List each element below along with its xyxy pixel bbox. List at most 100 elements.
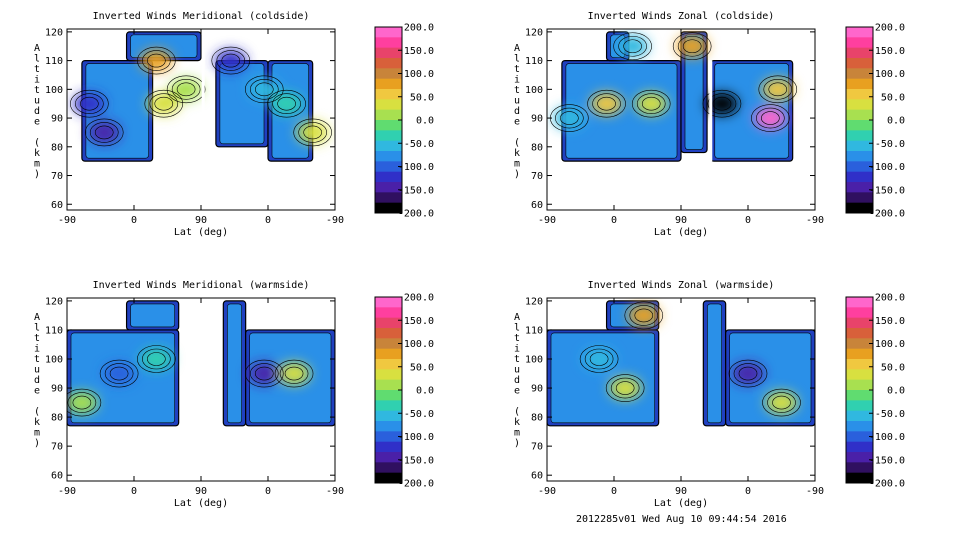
- x-tick-label: 90: [195, 486, 207, 497]
- colorbar-swatch: [846, 130, 873, 142]
- x-tick-label: 90: [195, 215, 207, 226]
- contour-line: [682, 39, 702, 54]
- colorbar-swatch: [375, 109, 402, 121]
- x-tick-label: 0: [265, 215, 271, 226]
- contour-line: [142, 348, 171, 370]
- contour-line: [772, 395, 791, 410]
- colorbar-swatch: [375, 400, 402, 412]
- contour-line: [298, 122, 327, 143]
- contour-cell: [754, 107, 787, 130]
- colorbar-swatch: [846, 27, 873, 38]
- y-tick-label: 70: [51, 442, 63, 453]
- chart-title: Inverted Winds Meridional (warmside): [93, 280, 310, 291]
- colorbar-swatch: [375, 58, 402, 69]
- x-tick-label: 0: [745, 486, 751, 497]
- colorbar-tick-label: 50.0: [881, 362, 905, 373]
- x-tick-label: 0: [131, 486, 137, 497]
- contour-line: [618, 35, 647, 57]
- colorbar-swatch: [846, 297, 873, 308]
- colorbar-swatch: [846, 89, 873, 100]
- colorbar-swatch: [375, 317, 402, 329]
- contour-cell: [635, 92, 668, 115]
- colorbar-tick-label: -100.0: [398, 162, 434, 173]
- y-tick-label: 110: [525, 325, 543, 336]
- contour-line: [274, 359, 314, 388]
- colorbar-swatch: [375, 78, 402, 90]
- y-tick-label: 100: [45, 85, 63, 96]
- contour-line: [149, 93, 179, 114]
- x-tick-label: -90: [58, 215, 76, 226]
- y-tick-label: 60: [51, 471, 63, 482]
- contour-cell: [705, 92, 738, 115]
- contour-line: [147, 53, 166, 68]
- footer-timestamp: 2012285v01 Wed Aug 10 09:44:54 2016: [576, 514, 787, 525]
- contour-line: [605, 374, 645, 402]
- y-tick-label: 80: [51, 142, 63, 153]
- contour-cells: [67, 348, 311, 414]
- contour-cell: [553, 107, 586, 130]
- y-tick-label: 120: [525, 27, 543, 38]
- y-tick-label: 70: [531, 442, 543, 453]
- plot-area: [550, 31, 798, 162]
- contour-line: [249, 363, 279, 384]
- colorbar-swatch: [375, 47, 402, 59]
- contour-line: [104, 363, 134, 384]
- colorbar-swatch: [375, 140, 402, 152]
- contour-line: [613, 32, 652, 61]
- colorbar-tick-label: 150.0: [404, 46, 434, 57]
- contour-cell: [590, 92, 623, 115]
- colorbar-tick-label: 0.0: [416, 386, 434, 397]
- contour-line: [72, 395, 92, 410]
- contour-line: [284, 366, 304, 381]
- contour-cell: [88, 121, 121, 144]
- contour-cell: [270, 92, 303, 115]
- contour-line: [166, 75, 206, 104]
- contour-line: [176, 82, 196, 97]
- contour-line: [624, 301, 664, 330]
- y-tick-label: 60: [51, 200, 63, 211]
- x-tick-label: 0: [265, 486, 271, 497]
- data-gap: [201, 31, 205, 147]
- x-tick-label: -90: [806, 215, 824, 226]
- x-tick-label: 0: [131, 215, 137, 226]
- contour-cell: [609, 377, 642, 400]
- contour-cell: [761, 78, 794, 101]
- y-tick-label: 110: [45, 325, 63, 336]
- data-region-inner: [130, 303, 175, 328]
- colorbar-swatch: [375, 307, 402, 319]
- colorbar-tick-label: -200.0: [398, 209, 434, 220]
- contour-line: [75, 93, 104, 114]
- panel-1: -90 0 90 0 -90 60 70 80 90 100 110 120 Inverted Wind…: [34, 11, 434, 238]
- contour-cell: [765, 391, 798, 414]
- y-tick-label: 120: [45, 27, 63, 38]
- colorbar-tick-label: 200.0: [875, 293, 905, 304]
- colorbar-tick-label: -150.0: [398, 185, 434, 196]
- contour-cell: [140, 348, 173, 370]
- colorbar-tick-label: 100.0: [404, 69, 434, 80]
- colorbar-swatch: [846, 202, 873, 214]
- x-tick-label: 0: [611, 215, 617, 226]
- colorbar-swatch: [846, 462, 873, 474]
- contour-line: [758, 75, 798, 104]
- x-axis-label: Lat (deg): [174, 498, 228, 509]
- x-axis-label: Lat (deg): [174, 227, 228, 238]
- colorbar-swatch: [846, 317, 873, 329]
- colorbar-tick-label: -50.0: [404, 409, 434, 420]
- x-axis-label: Lat (deg): [654, 498, 708, 509]
- contour-line: [767, 392, 796, 413]
- colorbar-swatch: [375, 462, 402, 474]
- contour-cell: [583, 348, 616, 370]
- colorbar-swatch: [375, 89, 402, 100]
- contour-line: [672, 32, 712, 61]
- colorbar-swatch: [375, 161, 402, 173]
- colorbar-tick-label: 200.0: [404, 23, 434, 34]
- data-gap: [709, 60, 713, 162]
- colorbar-tick-label: 50.0: [410, 362, 434, 373]
- contour-line: [733, 363, 763, 384]
- contour-line: [634, 308, 654, 323]
- contour-line: [579, 345, 619, 373]
- colorbar-tick-label: -150.0: [869, 185, 905, 196]
- y-tick-label: 100: [525, 85, 543, 96]
- colorbar-swatch: [846, 58, 873, 69]
